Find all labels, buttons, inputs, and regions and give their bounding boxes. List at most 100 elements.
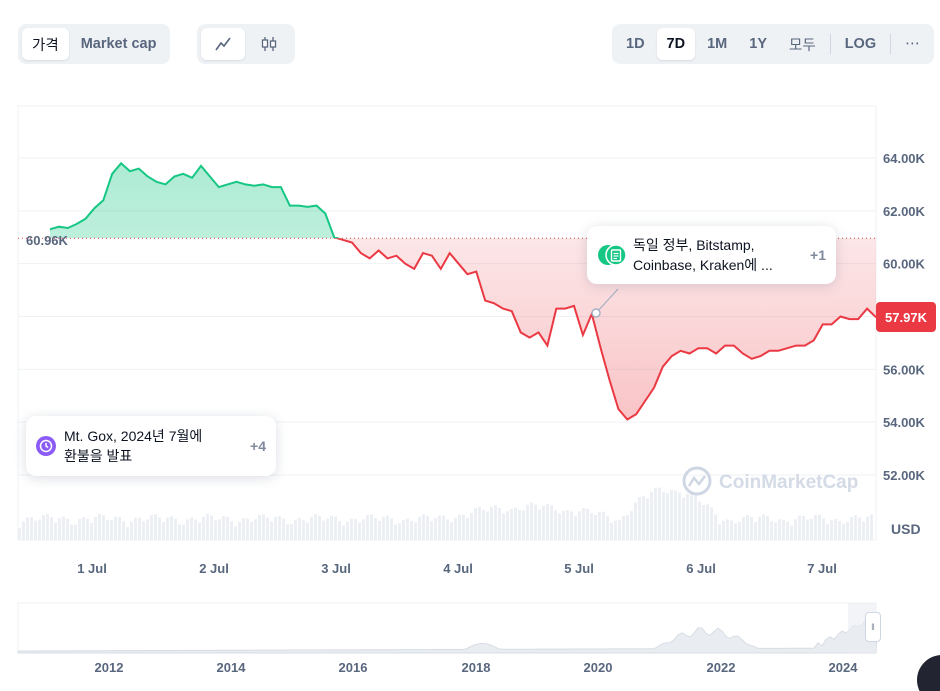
tab-price[interactable]: 가격 — [22, 28, 69, 60]
range-1d[interactable]: 1D — [626, 36, 645, 52]
volume-bar — [306, 522, 309, 540]
volume-bar — [338, 521, 341, 540]
volume-bar — [38, 519, 41, 540]
volume-bar — [470, 512, 473, 540]
x-tick-label: 6 Jul — [686, 561, 716, 576]
volume-bar — [614, 520, 617, 540]
y-tick-label: 52.00K — [883, 468, 926, 483]
news-event-callout-2[interactable]: 독일 정부, Bitstamp, Coinbase, Kraken에 ... +… — [587, 226, 836, 284]
callout-text: Mt. Gox, 2024년 7월에 환불을 발표 — [64, 428, 203, 464]
volume-bar — [446, 519, 449, 540]
volume-bar — [350, 518, 353, 540]
navigator-x-tick-label: 2024 — [829, 660, 859, 675]
volume-bar — [74, 524, 77, 540]
volume-bar — [34, 520, 37, 540]
volume-bar — [278, 515, 281, 540]
volume-bar — [458, 514, 461, 540]
y-tick-label: 62.00K — [883, 204, 926, 219]
volume-bar — [78, 519, 81, 540]
volume-bar — [758, 516, 761, 540]
volume-bar — [94, 516, 97, 540]
volume-bar — [558, 513, 561, 540]
coinmarketcap-watermark: CoinMarketCap — [682, 466, 858, 496]
x-tick-label: 3 Jul — [321, 561, 351, 576]
price-line-down — [334, 238, 877, 421]
range-7d[interactable]: 7D — [656, 28, 696, 60]
volume-bar — [678, 492, 681, 540]
log-scale-toggle[interactable]: LOG — [844, 36, 877, 52]
range-1m[interactable]: 1M — [707, 36, 728, 52]
volume-bar — [174, 518, 177, 540]
y-tick-label: 56.00K — [883, 362, 926, 377]
volume-bar — [494, 505, 497, 540]
line-chart-button[interactable] — [201, 28, 245, 60]
volume-bar — [246, 518, 249, 540]
volume-bar — [182, 524, 185, 540]
volume-bar — [186, 519, 189, 540]
volume-bar — [190, 517, 193, 540]
volume-bar — [706, 504, 709, 540]
news-event-callout-1[interactable]: Mt. Gox, 2024년 7월에 환불을 발표 +4 — [26, 416, 276, 476]
volume-bar — [530, 502, 533, 540]
volume-bar — [106, 519, 109, 540]
volume-bar — [90, 522, 93, 540]
volume-bar — [622, 516, 625, 540]
volume-bar — [434, 518, 437, 540]
volume-bar — [194, 519, 197, 540]
volume-bar — [178, 524, 181, 540]
divider — [829, 34, 831, 54]
volume-bar — [358, 522, 361, 540]
divider — [890, 34, 892, 54]
volume-bar — [818, 514, 821, 540]
volume-bar — [314, 514, 317, 540]
volume-bar — [594, 515, 597, 540]
range-all[interactable]: 모두 — [789, 37, 816, 54]
event-marker-dot[interactable] — [591, 308, 601, 318]
volume-bar — [850, 516, 853, 540]
navigator-drag-handle[interactable]: ‖ — [865, 612, 881, 642]
volume-bar — [858, 517, 861, 540]
volume-bar — [406, 518, 409, 540]
volume-bar — [682, 497, 685, 540]
volume-bar — [646, 498, 649, 540]
y-tick-label: 60.00K — [883, 257, 926, 272]
volume-bar — [618, 519, 621, 540]
volume-bar — [378, 520, 381, 540]
volume-bar — [202, 516, 205, 540]
volume-bar — [410, 520, 413, 540]
volume-bar — [714, 514, 717, 540]
volume-bar — [282, 518, 285, 540]
volume-bar — [126, 527, 129, 540]
volume-bar — [102, 515, 105, 540]
volume-bar — [262, 514, 265, 540]
volume-bar — [266, 517, 269, 540]
callout-text: 독일 정부, Bitstamp, Coinbase, Kraken에 ... — [633, 237, 773, 273]
current-price-badge: 57.97K — [876, 302, 936, 332]
more-options-button[interactable]: ⋯ — [905, 36, 920, 52]
volume-bar — [490, 506, 493, 540]
volume-bar — [478, 507, 481, 540]
volume-bar — [566, 510, 569, 540]
volume-bar — [258, 515, 261, 540]
volume-bar — [322, 520, 325, 540]
tab-market-cap[interactable]: Market cap — [80, 36, 157, 52]
volume-bar — [318, 515, 321, 540]
navigator-x-tick-label: 2016 — [339, 660, 368, 675]
volume-bar — [230, 521, 233, 540]
range-1y[interactable]: 1Y — [749, 36, 767, 52]
volume-bar — [374, 517, 377, 540]
volume-bar — [162, 521, 165, 540]
candlestick-chart-button[interactable] — [247, 28, 291, 60]
volume-bar — [542, 506, 545, 540]
volume-bar — [214, 520, 217, 540]
volume-bar — [58, 518, 61, 540]
floating-action-button[interactable] — [917, 655, 940, 691]
volume-bar — [750, 517, 753, 540]
volume-bar — [382, 516, 385, 540]
volume-bar — [122, 521, 125, 540]
volume-bar — [486, 511, 489, 540]
x-tick-label: 2 Jul — [199, 561, 229, 576]
range-navigator[interactable] — [17, 602, 879, 654]
volume-bar — [326, 518, 329, 540]
